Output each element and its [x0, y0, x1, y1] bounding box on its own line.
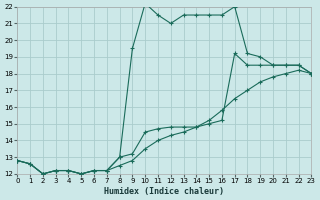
X-axis label: Humidex (Indice chaleur): Humidex (Indice chaleur) [104, 187, 224, 196]
